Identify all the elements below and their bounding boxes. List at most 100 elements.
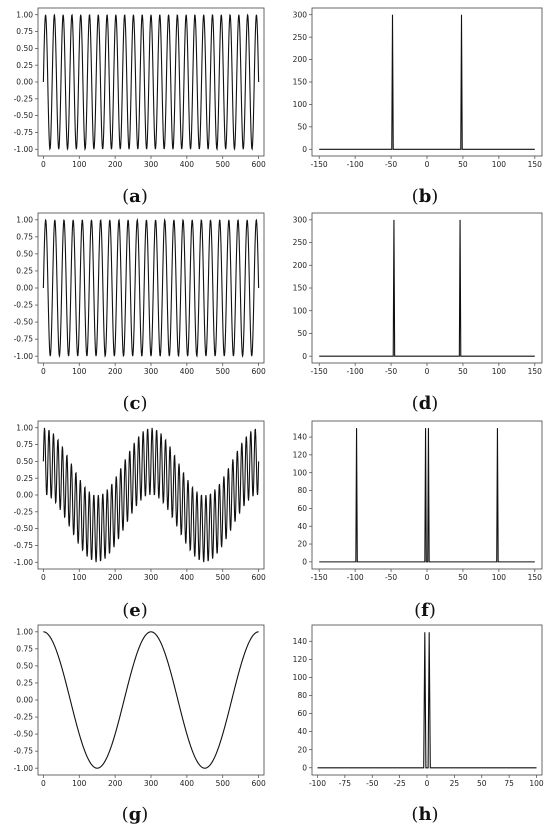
x-tick-label: 100 [492, 160, 507, 169]
x-tick-label: 400 [180, 573, 195, 582]
y-tick-label: 0.50 [16, 44, 33, 53]
y-tick-label: 0.75 [16, 27, 33, 36]
y-tick-label: 0.00 [16, 284, 33, 293]
panel-d: -150 -100 -50 0 50 100 150 0 50 100 150 200 250 300 (d… [293, 212, 543, 414]
y-tick-label: -0.50 [14, 111, 34, 120]
y-tick-label: 150 [293, 78, 308, 87]
y-tick-label: 1.00 [16, 423, 33, 432]
x-tick-label: 300 [144, 367, 159, 376]
y-tick-label: 0.00 [16, 491, 33, 500]
panel-c: 0 100 200 300 400 500 600 -1.00 -0.75 -0.50 -0.25 0… [14, 212, 266, 414]
y-tick-label: 0 [302, 145, 307, 154]
y-tick-label: -0.75 [14, 335, 34, 344]
x-tick-label: -100 [347, 573, 364, 582]
y-tick-label: 120 [293, 450, 308, 459]
x-tick-label: -150 [311, 367, 328, 376]
series-line [317, 632, 537, 769]
panel-a: 0 100 200 300 400 500 600 -1.00 -0.75 -0.50 -0.25 0… [14, 7, 266, 207]
y-tick-label: 200 [293, 261, 308, 270]
plot-frame [311, 420, 543, 570]
panel-label: (e) [122, 600, 148, 621]
panel-label: (g) [122, 804, 149, 825]
y-tick-label: 0 [302, 557, 307, 566]
x-tick-label: 600 [251, 160, 266, 169]
x-tick-label: 100 [72, 160, 87, 169]
panel-b: -150 -100 -50 0 50 100 150 0 50 100 150 200 250 300 (b… [293, 7, 543, 207]
y-tick-label: 0.75 [16, 644, 33, 653]
y-tick-label: -0.50 [14, 524, 34, 533]
y-tick-label: 0.75 [16, 440, 33, 449]
x-tick-label: -100 [347, 367, 364, 376]
x-tick-label: 150 [528, 367, 543, 376]
panel-e: 0 100 200 300 400 500 600 -1.00 -0.75 -0.50 -0.25 0… [14, 420, 266, 621]
y-tick-label: 150 [293, 284, 308, 293]
x-tick-label: -100 [309, 779, 326, 788]
y-tick-label: 0 [302, 352, 307, 361]
panel-label: (h) [411, 804, 438, 825]
y-tick-label: 1.00 [16, 215, 33, 224]
y-tick-label: 80 [297, 486, 307, 495]
x-tick-label: 50 [458, 160, 468, 169]
y-tick-label: 100 [293, 100, 308, 109]
x-tick-label: 50 [458, 573, 468, 582]
y-tick-label: 0.25 [16, 267, 33, 276]
x-tick-label: 500 [216, 367, 231, 376]
x-tick-label: 200 [108, 779, 123, 788]
x-tick-label: 100 [72, 367, 87, 376]
y-tick-label: 300 [293, 10, 308, 19]
y-tick-label: 1.00 [16, 10, 33, 19]
x-tick-label: -75 [339, 779, 351, 788]
x-tick-label: 300 [144, 779, 159, 788]
x-tick-label: 300 [144, 160, 159, 169]
x-tick-label: 0 [41, 573, 46, 582]
x-tick-label: 400 [180, 160, 195, 169]
y-tick-label: 200 [293, 55, 308, 64]
y-tick-label: -0.25 [14, 507, 34, 516]
y-tick-label: 100 [293, 468, 308, 477]
y-tick-label: 250 [293, 33, 308, 42]
y-tick-label: -0.75 [14, 128, 34, 137]
x-tick-label: -50 [366, 779, 378, 788]
panel-label: (d) [412, 393, 439, 414]
x-tick-label: 0 [425, 573, 430, 582]
y-tick-label: 20 [297, 540, 307, 549]
x-tick-label: 500 [216, 573, 231, 582]
y-tick-label: -0.25 [14, 713, 34, 722]
x-tick-label: 600 [251, 367, 266, 376]
panel-f: -150 -100 -50 0 50 100 150 0 20 40 60 80 100 120 140 (f… [293, 420, 543, 621]
y-tick-label: 80 [297, 691, 307, 700]
y-tick-label: 0.50 [16, 662, 33, 671]
x-tick-label: 200 [108, 367, 123, 376]
plot-frame [311, 212, 543, 364]
x-tick-label: -150 [311, 160, 328, 169]
y-tick-label: 40 [297, 727, 307, 736]
x-tick-label: 200 [108, 160, 123, 169]
y-tick-label: 0.25 [16, 474, 33, 483]
y-tick-label: 0 [302, 763, 307, 772]
x-tick-label: -50 [385, 160, 397, 169]
y-tick-label: -0.25 [14, 94, 34, 103]
x-tick-label: 0 [41, 160, 46, 169]
panel-label: (c) [122, 393, 147, 414]
y-tick-label: 100 [293, 306, 308, 315]
x-tick-label: 0 [41, 779, 46, 788]
y-tick-label: -1.00 [14, 145, 34, 154]
y-tick-label: 120 [293, 655, 308, 664]
plot-frame [311, 624, 543, 776]
series-line [43, 631, 259, 769]
panel-label: (a) [122, 186, 148, 207]
y-tick-label: -1.00 [14, 764, 34, 773]
series-line [42, 427, 260, 563]
x-tick-label: 100 [72, 573, 87, 582]
series-line [42, 217, 260, 358]
y-tick-label: -1.00 [14, 558, 34, 567]
y-tick-label: 0.25 [16, 61, 33, 70]
x-tick-label: 0 [41, 367, 46, 376]
x-tick-label: -100 [347, 160, 364, 169]
x-tick-label: 150 [528, 160, 543, 169]
x-tick-label: 25 [450, 779, 460, 788]
x-tick-label: 150 [528, 573, 543, 582]
y-tick-label: 0.50 [16, 457, 33, 466]
x-tick-label: -50 [385, 367, 397, 376]
